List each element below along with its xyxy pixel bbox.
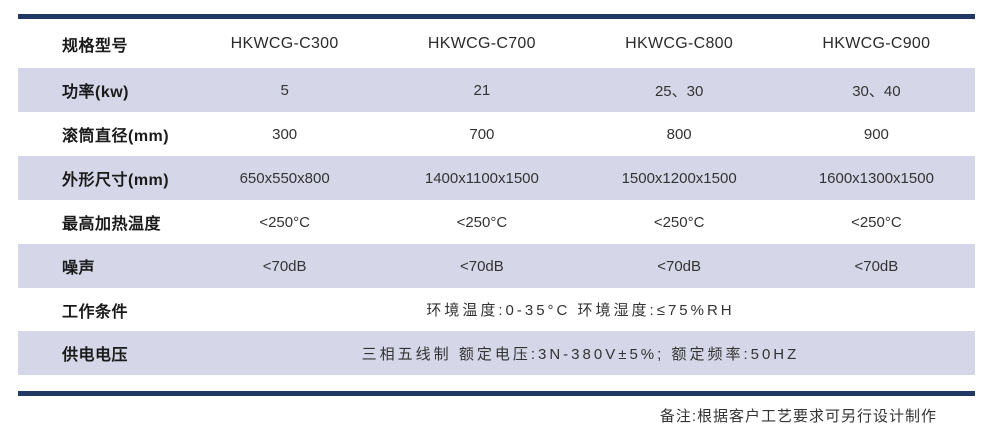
cell-supply-voltage: 三相五线制 额定电压:3N-380V±5%; 额定频率:50HZ xyxy=(361,345,800,363)
cell-max-heat-temp: <250°C xyxy=(653,213,705,231)
top-rule xyxy=(18,14,975,19)
cell-max-heat-temp: <250°C xyxy=(851,213,902,231)
table-row: 规格型号 HKWCG-C300 HKWCG-C700 HKWCG-C800 HK… xyxy=(18,19,975,68)
cell-dimensions: 1400x1100x1500 xyxy=(424,169,539,187)
row-label-dimensions: 外形尺寸(mm) xyxy=(62,172,170,189)
spec-table: 规格型号 HKWCG-C300 HKWCG-C700 HKWCG-C800 HK… xyxy=(18,19,975,375)
cell-drum-diameter: 700 xyxy=(469,125,495,143)
table-row: 供电电压 三相五线制 额定电压:3N-380V±5%; 额定频率:50HZ xyxy=(18,331,975,375)
spacer xyxy=(18,375,975,391)
cell-dimensions: 650x550x800 xyxy=(239,169,330,187)
row-label-noise: 噪声 xyxy=(62,260,96,277)
cell-drum-diameter: 900 xyxy=(863,125,889,143)
model-name-cell: HKWCG-C300 xyxy=(230,34,339,52)
table-row: 功率(kw) 5 21 25、30 30、40 xyxy=(18,68,975,112)
remark-note: 备注:根据客户工艺要求可另行设计制作 xyxy=(659,408,937,425)
row-label-model: 规格型号 xyxy=(62,37,129,55)
cell-max-heat-temp: <250°C xyxy=(456,213,508,231)
cell-noise: <70dB xyxy=(657,257,702,275)
cell-power: 5 xyxy=(280,81,289,99)
cell-power: 25、30 xyxy=(654,82,704,100)
row-label-drum-diameter: 滚筒直径(mm) xyxy=(62,128,170,145)
model-name-cell: HKWCG-C700 xyxy=(427,34,536,52)
row-label-max-heat-temp: 最高加热温度 xyxy=(62,216,162,233)
cell-drum-diameter: 800 xyxy=(666,125,692,143)
cell-drum-diameter: 300 xyxy=(272,125,298,143)
row-label-working-conditions: 工作条件 xyxy=(62,303,129,321)
cell-dimensions: 1600x1300x1500 xyxy=(818,169,934,187)
cell-working-conditions: 环境温度:0-35°C 环境湿度:≤75%RH xyxy=(426,302,735,319)
cell-dimensions: 1500x1200x1500 xyxy=(621,169,737,187)
table-row: 最高加热温度 <250°C <250°C <250°C <250°C xyxy=(18,200,975,244)
spec-table-block: 规格型号 HKWCG-C300 HKWCG-C700 HKWCG-C800 HK… xyxy=(18,14,975,426)
table-row: 滚筒直径(mm) 300 700 800 900 xyxy=(18,112,975,156)
cell-power: 21 xyxy=(473,81,491,99)
bottom-rule xyxy=(18,391,975,396)
table-row: 工作条件 环境温度:0-35°C 环境湿度:≤75%RH xyxy=(18,288,975,331)
cell-noise: <70dB xyxy=(459,257,504,275)
table-row: 外形尺寸(mm) 650x550x800 1400x1100x1500 1500… xyxy=(18,156,975,200)
cell-noise: <70dB xyxy=(854,257,899,275)
model-name-cell: HKWCG-C900 xyxy=(822,34,931,52)
cell-power: 30、40 xyxy=(852,82,901,100)
cell-noise: <70dB xyxy=(262,257,307,275)
row-label-supply-voltage: 供电电压 xyxy=(62,347,129,364)
table-row: 噪声 <70dB <70dB <70dB <70dB xyxy=(18,244,975,288)
row-label-power: 功率(kw) xyxy=(62,84,130,101)
model-name-cell: HKWCG-C800 xyxy=(625,34,734,52)
cell-max-heat-temp: <250°C xyxy=(259,213,310,231)
